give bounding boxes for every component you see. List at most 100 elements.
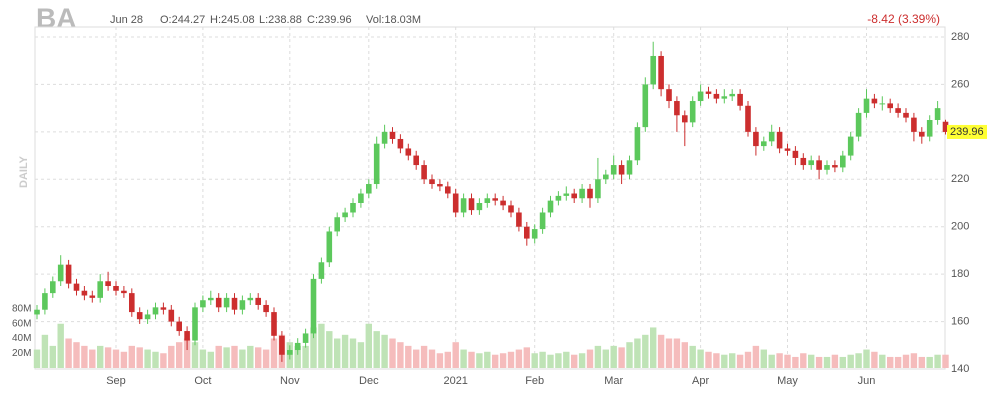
volume-bar: [152, 351, 159, 368]
volume-bar: [602, 349, 609, 368]
candle-body: [847, 136, 854, 156]
x-tick-label: Sep: [106, 375, 126, 387]
volume-bar: [847, 354, 854, 368]
volume-bar: [326, 331, 333, 368]
candle-body: [919, 131, 925, 137]
candle-body: [302, 333, 309, 343]
volume-bar: [428, 349, 436, 368]
change-label: -8.42 (3.39%): [867, 12, 940, 26]
volume-bar: [112, 349, 120, 368]
candle-body: [223, 297, 230, 308]
candle-body: [50, 281, 56, 294]
candle-body: [334, 217, 340, 232]
x-tick-label: Dec: [359, 375, 379, 387]
candle-body: [524, 226, 530, 239]
y-tick-label: 200: [951, 221, 969, 233]
candle-body: [326, 231, 333, 263]
candle-body: [610, 165, 617, 175]
candle-body: [279, 335, 285, 355]
candle-body: [160, 307, 167, 310]
volume-label: Vol:18.03M: [366, 14, 421, 26]
y-tick-label: 180: [951, 268, 969, 280]
candle-body: [792, 150, 799, 158]
volume-bar: [752, 345, 760, 368]
volume-bar: [136, 347, 143, 368]
volume-bar: [420, 345, 428, 368]
volume-bar: [262, 349, 270, 368]
candle-body: [136, 312, 143, 320]
volume-bar: [168, 345, 175, 368]
volume-bar: [626, 342, 633, 368]
volume-bar: [879, 354, 886, 368]
candle-body: [555, 195, 562, 201]
volume-bar: [215, 345, 222, 368]
volume-bar: [49, 345, 56, 368]
candle-body: [705, 91, 712, 94]
volume-bar: [413, 349, 420, 368]
date: Jun 28: [110, 14, 143, 26]
candle-body: [397, 138, 404, 149]
candle-body: [413, 155, 419, 166]
volume-bar: [389, 338, 396, 368]
volume-bar: [405, 345, 412, 368]
volume-bar: [33, 349, 41, 368]
price-tag: [947, 124, 987, 139]
candle-body: [784, 148, 791, 151]
candle-body: [208, 297, 214, 301]
candle-body: [587, 188, 593, 199]
volume-bar: [729, 353, 736, 368]
candle-body: [294, 342, 301, 351]
candle-body: [634, 127, 641, 161]
volume-bar: [808, 354, 815, 368]
candle-body: [895, 108, 901, 113]
candle-body: [152, 307, 159, 315]
volume-bar: [436, 353, 444, 368]
volume-bar: [531, 353, 538, 368]
candle-body: [761, 141, 767, 147]
candle-body: [674, 101, 680, 116]
candle-body: [389, 131, 396, 139]
symbol: BA: [36, 2, 76, 33]
candle-body: [911, 117, 917, 132]
candle-body: [650, 55, 656, 85]
candle-body: [168, 309, 175, 322]
x-tick-label: 2021: [443, 375, 467, 387]
candle-body: [271, 312, 277, 336]
candle-body: [832, 165, 838, 168]
period-label: DAILY: [18, 155, 30, 188]
candle-body: [231, 297, 238, 310]
candle-body: [666, 89, 672, 102]
open-label: O:244.27: [160, 14, 205, 26]
volume-bar: [760, 349, 767, 368]
candle-body: [239, 300, 246, 310]
volume-bar: [341, 334, 349, 368]
volume-bar: [373, 331, 380, 368]
candle-body: [776, 131, 783, 149]
volume-bar: [73, 342, 80, 368]
x-tick-label: Feb: [525, 375, 544, 387]
volume-bar: [594, 345, 602, 368]
candle-body: [81, 290, 88, 296]
volume-bar: [673, 338, 681, 368]
volume-bar: [97, 345, 104, 368]
candle-body: [879, 103, 886, 105]
volume-bar: [492, 354, 499, 368]
volume-bar: [555, 353, 562, 368]
volume-bar: [697, 349, 704, 368]
candle-body: [255, 297, 261, 305]
x-tick-label: Apr: [692, 375, 709, 387]
candle-body: [405, 148, 412, 156]
volume-bar: [199, 349, 207, 368]
candle-body: [452, 193, 459, 213]
volume-bar: [689, 345, 696, 368]
volume-bar: [563, 351, 570, 368]
candle-body: [871, 98, 878, 104]
volume-bar: [444, 351, 451, 368]
candle-body: [476, 203, 483, 211]
candle-body: [571, 193, 577, 199]
volume-bar: [334, 338, 341, 368]
candle-body: [642, 84, 649, 128]
candle-body: [429, 179, 435, 185]
candle-body: [903, 112, 909, 118]
